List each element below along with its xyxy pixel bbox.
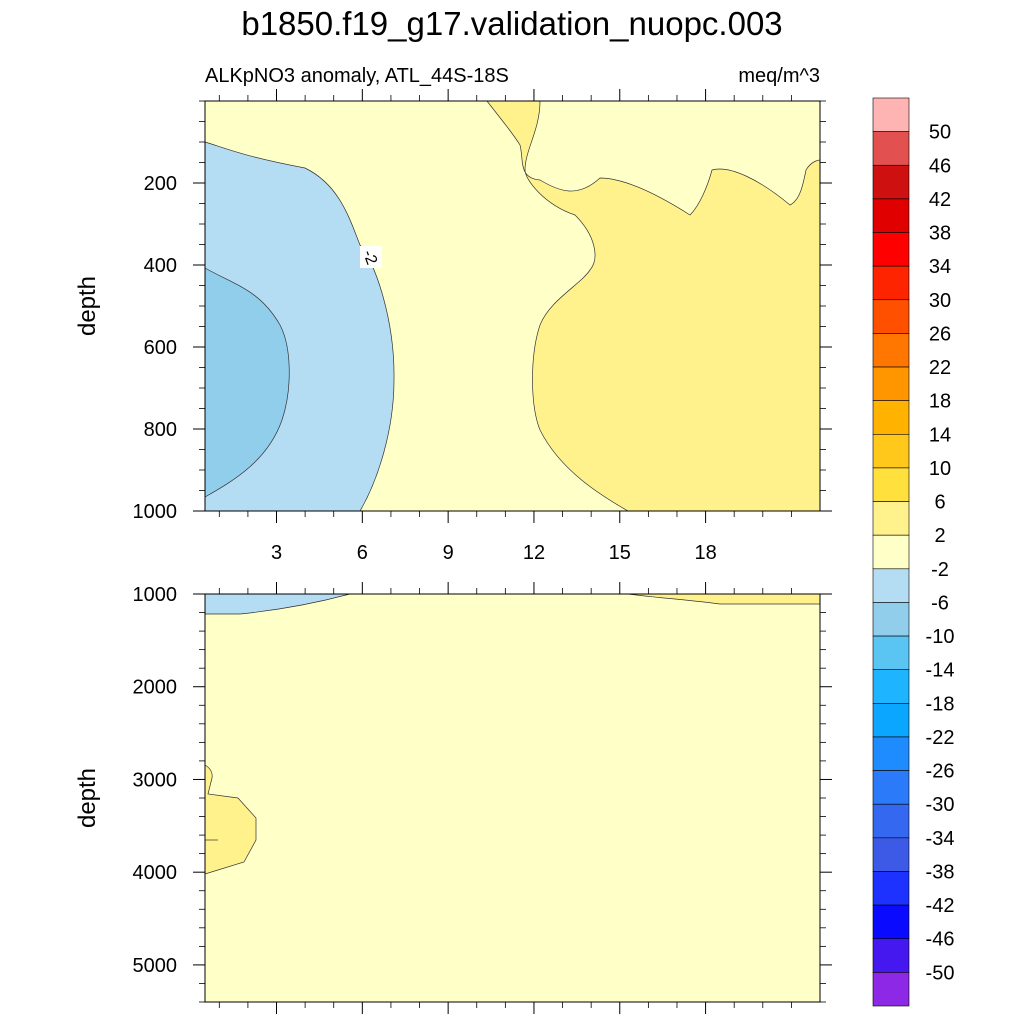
colorbar-swatch	[872, 803, 910, 839]
colorbar-swatch	[872, 265, 910, 301]
colorbar-swatch	[872, 400, 910, 435]
colorbar-swatch	[872, 534, 910, 570]
colorbar-swatch	[872, 299, 910, 334]
contour-region-neg2-to-neg6	[204, 593, 351, 615]
y-tick-label: 5000	[133, 955, 178, 977]
colorbar-swatch	[872, 770, 910, 805]
colorbar-swatch	[872, 467, 910, 502]
chart-title: b1850.f19_g17.validation_nuopc.003	[241, 5, 782, 42]
colorbar-swatch	[872, 837, 910, 872]
colorbar-label: -50	[926, 962, 955, 984]
colorbar-label: -18	[926, 693, 955, 715]
colorbar-label: 22	[929, 357, 951, 379]
colorbar-swatch	[872, 871, 910, 906]
colorbar-swatch	[872, 232, 910, 267]
colorbar-label: -30	[926, 794, 955, 816]
colorbar-label: 6	[934, 492, 945, 514]
colorbar-label: -42	[926, 895, 955, 917]
colorbar-label: 38	[929, 223, 951, 245]
y-axis-label: depth	[74, 276, 101, 336]
contour-region-neg6-to-neg10	[204, 267, 290, 498]
colorbar-label: 34	[929, 256, 951, 278]
colorbar-label: 50	[929, 122, 951, 144]
colorbar-label: -34	[926, 828, 955, 850]
colorbar-swatch	[872, 736, 910, 771]
y-tick-label: 2000	[133, 677, 178, 699]
y-tick-label: 400	[144, 255, 177, 277]
lower-panel: 1000 2000 3000 4000 5000 depth	[74, 582, 832, 1014]
y-tick-label: 200	[144, 173, 177, 195]
colorbar-label: -38	[926, 861, 955, 883]
colorbar-label: 30	[929, 290, 951, 312]
colorbar-swatch	[872, 433, 910, 469]
contour-label: -2	[359, 248, 380, 267]
contour-label-box	[360, 246, 382, 268]
colorbar-swatch	[872, 366, 910, 401]
x-tick-label: 9	[443, 542, 454, 564]
y-axis-label: depth	[74, 768, 101, 828]
colorbar-label: -22	[926, 727, 955, 749]
colorbar-label: -14	[926, 660, 955, 682]
contour-region-2-to-6-top	[627, 593, 821, 605]
colorbar-swatch	[872, 333, 910, 368]
colorbar-label: -2	[931, 559, 949, 581]
colorbar-label: -6	[931, 592, 949, 614]
colorbar-label: -46	[926, 929, 955, 951]
x-tick-label: 18	[694, 542, 716, 564]
y-tick-label: 3000	[133, 769, 178, 791]
x-tick-label: 6	[357, 542, 368, 564]
colorbar-swatch	[872, 131, 910, 166]
colorbar-swatch	[872, 635, 910, 671]
colorbar-label: 18	[929, 391, 951, 413]
y-tick-label: 800	[144, 419, 177, 441]
y-tick-label: 600	[144, 337, 177, 359]
colorbar-label: 42	[929, 189, 951, 211]
colorbar-label: 46	[929, 155, 951, 177]
colorbar-label: -10	[926, 626, 955, 648]
colorbar-swatch	[872, 501, 910, 536]
upper-panel: -2 200 400 600 800 1000 3 6 9 12 15 18 depth	[74, 89, 832, 564]
x-tick-label: 12	[523, 542, 545, 564]
colorbar-swatch	[872, 164, 910, 200]
y-tick-label: 4000	[133, 862, 178, 884]
contour-region-2-to-6-left	[204, 764, 257, 875]
y-tick-label: 1000	[133, 584, 178, 606]
colorbar-label: 14	[929, 424, 951, 446]
colorbar-label: 2	[934, 525, 945, 547]
x-tick-label: 15	[609, 542, 631, 564]
colorbar-swatch	[872, 904, 910, 940]
colorbar-swatch	[872, 938, 910, 973]
subtitle-variable: ALKpNO3 anomaly, ATL_44S-18S	[205, 65, 509, 87]
colorbar-label: 10	[929, 458, 951, 480]
colorbar-swatch	[872, 602, 910, 637]
colorbar-swatch	[872, 97, 910, 132]
contour-region-2-to-6	[486, 100, 821, 512]
colorbar-swatch	[872, 198, 910, 233]
colorbar-swatch	[872, 568, 910, 603]
y-tick-label: 1000	[133, 501, 178, 523]
colorbar-label: 26	[929, 323, 951, 345]
contour-region--2to2	[205, 594, 820, 1002]
colorbar-swatch	[872, 703, 910, 738]
colorbar: 50 46 42 38 34 30 26 22 18 14 10 6 2 -2 -6 -10 -14 -18 -22…	[872, 97, 955, 1007]
colorbar-label: -26	[926, 761, 955, 783]
subtitle-units: meq/m^3	[738, 65, 820, 87]
x-tick-label: 3	[271, 542, 282, 564]
colorbar-swatch	[872, 669, 910, 704]
colorbar-swatch	[872, 972, 910, 1007]
